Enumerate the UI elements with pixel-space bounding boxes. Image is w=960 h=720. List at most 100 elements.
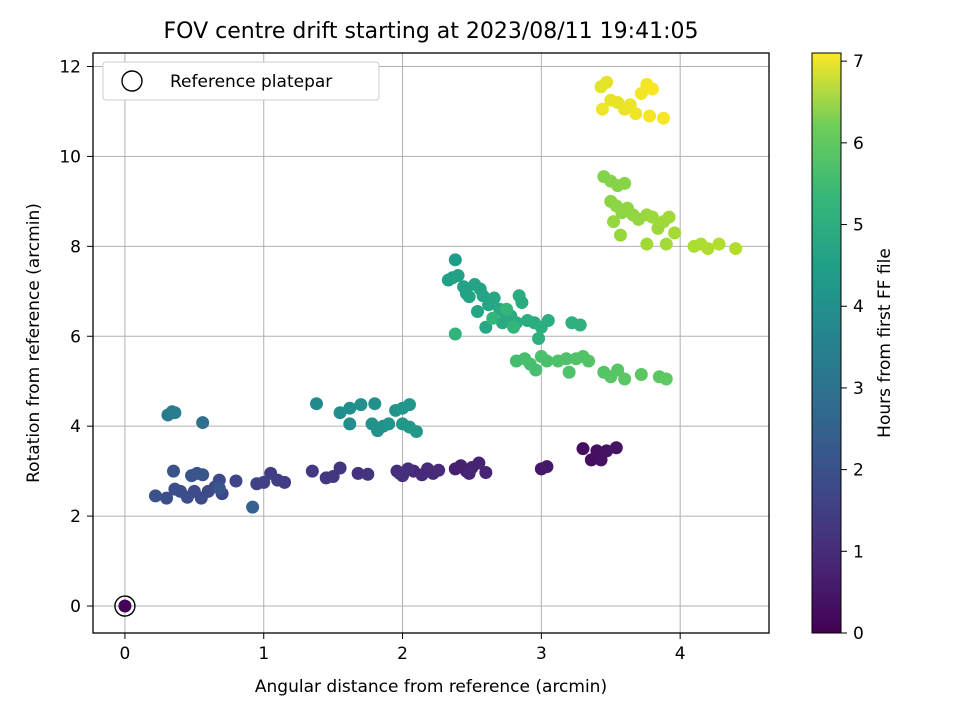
plot-frame: [92, 52, 770, 634]
data-point: [645, 210, 659, 224]
y-tick-label: 6: [70, 327, 81, 347]
data-point: [634, 367, 648, 381]
grid: [93, 53, 769, 633]
data-point: [343, 401, 357, 415]
y-axis-label: Rotation from reference (arcmin): [24, 203, 44, 483]
data-point: [495, 316, 509, 330]
y-tick-label: 0: [70, 597, 81, 617]
data-point: [462, 466, 476, 480]
data-point: [662, 210, 676, 224]
data-point: [354, 398, 368, 412]
data-point: [595, 102, 609, 116]
data-point: [729, 242, 743, 256]
data-point: [645, 82, 659, 96]
colorbar: 0 1 2 3 4 5 6 7 Hours from first FF file: [811, 52, 895, 644]
legend-label: Reference platepar: [170, 72, 332, 92]
data-point: [486, 311, 500, 325]
legend-marker-icon: [121, 70, 143, 92]
y-tick-label: 2: [70, 507, 81, 527]
data-point: [382, 417, 396, 431]
data-point: [448, 327, 462, 341]
data-point: [541, 314, 555, 328]
colorbar-gradient: [811, 52, 842, 634]
colorbar-tick-label: 2: [853, 461, 864, 481]
data-point: [333, 406, 347, 420]
data-point: [529, 363, 543, 377]
x-axis-label: Angular distance from reference (arcmin): [255, 677, 607, 697]
colorbar-tick-label: 0: [853, 624, 864, 644]
data-point: [278, 475, 292, 489]
x-tick-label: 0: [120, 644, 131, 664]
data-point: [471, 305, 485, 319]
data-point: [618, 176, 632, 190]
x-axis-ticks: 0 1 2 3 4: [120, 633, 686, 664]
data-point: [659, 237, 673, 251]
data-point: [160, 491, 174, 505]
data-point: [609, 441, 623, 455]
data-point: [507, 320, 521, 334]
data-point: [448, 253, 462, 267]
data-point: [309, 397, 323, 411]
colorbar-tick-label: 1: [853, 542, 864, 562]
data-point: [640, 237, 654, 251]
data-point: [361, 467, 375, 481]
legend: Reference platepar: [102, 61, 380, 101]
data-point: [559, 352, 573, 366]
data-point: [540, 460, 554, 474]
chart-title: FOV centre drift starting at 2023/08/11 …: [164, 19, 699, 44]
data-point: [196, 416, 210, 430]
data-point: [573, 318, 587, 332]
data-point: [409, 425, 423, 439]
data-point: [319, 471, 333, 485]
data-point: [582, 354, 596, 368]
data-point: [657, 111, 671, 125]
reference-marker: [114, 595, 136, 617]
data-point: [118, 599, 132, 613]
data-point: [368, 397, 382, 411]
colorbar-tick-label: 6: [853, 134, 864, 154]
x-tick-label: 4: [675, 644, 686, 664]
data-point: [668, 226, 682, 240]
data-point: [472, 456, 486, 470]
x-tick-label: 2: [397, 644, 408, 664]
data-point: [500, 302, 514, 316]
data-point: [712, 237, 726, 251]
y-tick-label: 12: [59, 57, 81, 77]
scatter-points: [114, 75, 743, 617]
data-point: [512, 289, 526, 303]
y-axis-ticks: 0 2 4 6 8 10 12: [59, 57, 93, 617]
colorbar-tick-label: 7: [853, 52, 864, 72]
legend-box: [102, 61, 380, 101]
data-point: [393, 466, 407, 480]
data-point: [451, 269, 465, 283]
y-tick-label: 8: [70, 237, 81, 257]
data-point: [196, 468, 210, 482]
colorbar-tick-label: 5: [853, 216, 864, 236]
data-point: [462, 290, 476, 304]
y-tick-label: 10: [59, 147, 81, 167]
data-point: [487, 291, 501, 305]
data-point: [167, 464, 181, 478]
data-point: [479, 465, 493, 479]
data-point: [246, 500, 260, 514]
data-point: [229, 474, 243, 488]
data-point: [212, 481, 226, 495]
data-point: [540, 354, 554, 368]
data-point: [532, 332, 546, 346]
colorbar-ticks: 0 1 2 3 4 5 6 7: [841, 52, 864, 644]
data-point: [351, 466, 365, 480]
data-point: [343, 417, 357, 431]
data-point: [305, 464, 319, 478]
colorbar-label: Hours from first FF file: [875, 248, 895, 438]
colorbar-tick-label: 4: [853, 297, 864, 317]
data-point: [607, 215, 621, 229]
data-point: [613, 228, 627, 242]
data-point: [257, 475, 271, 489]
data-point: [432, 463, 446, 477]
x-tick-label: 3: [536, 644, 547, 664]
data-point: [629, 107, 643, 121]
data-point: [600, 75, 614, 89]
data-point: [168, 406, 182, 420]
data-point: [611, 363, 625, 377]
